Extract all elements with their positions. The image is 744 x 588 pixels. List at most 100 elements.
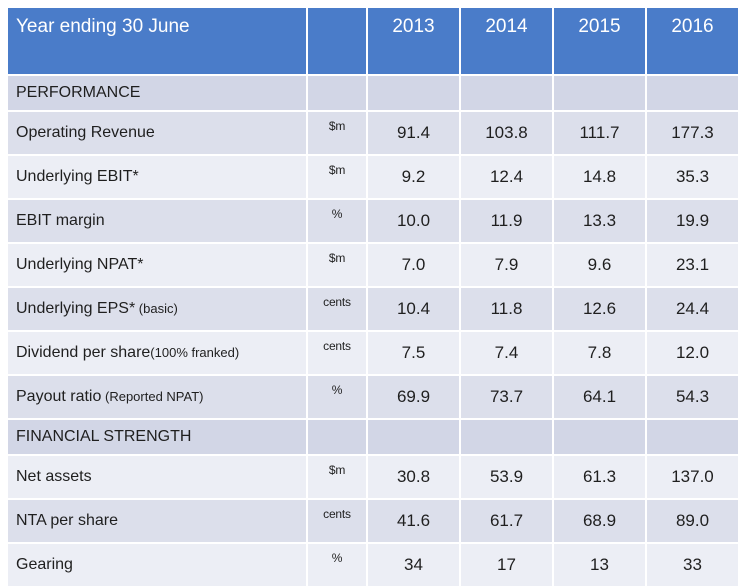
section-empty-cell (306, 74, 368, 112)
row-value-2014: 53.9 (459, 454, 554, 500)
row-value-2016: 35.3 (645, 154, 740, 200)
row-value-2016: 12.0 (645, 330, 740, 376)
row-label: Operating Revenue (16, 124, 155, 141)
row-value-2013: 10.4 (366, 286, 461, 332)
row-value-2016: 33 (645, 542, 740, 588)
row-value-2014: 12.4 (459, 154, 554, 200)
row-value-2016: 54.3 (645, 374, 740, 420)
table-row: Underlying NPAT* $m 7.0 7.9 9.6 23.1 (6, 242, 740, 288)
row-unit: $m (306, 242, 368, 288)
row-value-2014: 11.8 (459, 286, 554, 332)
row-label-cell: Operating Revenue (6, 110, 308, 156)
table-row: Operating Revenue $m 91.4 103.8 111.7 177.3 (6, 110, 740, 156)
section-title: FINANCIAL STRENGTH (6, 418, 308, 456)
row-unit: $m (306, 110, 368, 156)
financial-summary-table-container: Year ending 30 June 2013 2014 2015 2016 … (6, 6, 740, 588)
row-value-2014: 103.8 (459, 110, 554, 156)
row-value-2016: 23.1 (645, 242, 740, 288)
section-empty-cell (645, 74, 740, 112)
header-year-2013: 2013 (366, 6, 461, 76)
section-empty-cell (366, 418, 461, 456)
section-header-row: FINANCIAL STRENGTH (6, 418, 740, 456)
section-empty-cell (366, 74, 461, 112)
row-label: Underlying NPAT* (16, 256, 144, 273)
row-value-2016: 137.0 (645, 454, 740, 500)
row-value-2014: 17 (459, 542, 554, 588)
section-empty-cell (459, 418, 554, 456)
row-value-2013: 7.5 (366, 330, 461, 376)
row-unit: % (306, 542, 368, 588)
section-header-row: PERFORMANCE (6, 74, 740, 112)
row-unit: cents (306, 286, 368, 332)
row-value-2015: 111.7 (552, 110, 647, 156)
row-value-2013: 10.0 (366, 198, 461, 244)
header-title: Year ending 30 June (6, 6, 308, 76)
row-label: Net assets (16, 468, 92, 485)
row-label-cell: Underlying EPS* (basic) (6, 286, 308, 332)
section-empty-cell (645, 418, 740, 456)
row-value-2015: 12.6 (552, 286, 647, 332)
row-label-cell: Underlying EBIT* (6, 154, 308, 200)
section-empty-cell (552, 74, 647, 112)
row-label: Underlying EBIT* (16, 168, 139, 185)
row-unit: $m (306, 154, 368, 200)
table-row: Underlying EPS* (basic) cents 10.4 11.8 12.6… (6, 286, 740, 332)
row-label-cell: EBIT margin (6, 198, 308, 244)
row-label-note: (100% franked) (150, 345, 240, 360)
row-unit: cents (306, 498, 368, 544)
row-label: Dividend per share (16, 344, 151, 361)
row-label-note: (basic) (135, 301, 178, 316)
row-value-2015: 13.3 (552, 198, 647, 244)
row-label-cell: Dividend per share(100% franked) (6, 330, 308, 376)
row-unit: % (306, 374, 368, 420)
row-label-cell: Payout ratio (Reported NPAT) (6, 374, 308, 420)
row-value-2014: 7.4 (459, 330, 554, 376)
row-value-2015: 14.8 (552, 154, 647, 200)
row-unit: % (306, 198, 368, 244)
row-value-2015: 13 (552, 542, 647, 588)
row-label-cell: Underlying NPAT* (6, 242, 308, 288)
table-row: Dividend per share(100% franked) cents 7.5… (6, 330, 740, 376)
header-year-2014: 2014 (459, 6, 554, 76)
table-row: Gearing% 34 17 13 33 (6, 542, 740, 588)
row-value-2015: 9.6 (552, 242, 647, 288)
row-label-note: (Reported NPAT) (101, 389, 204, 404)
row-value-2014: 7.9 (459, 242, 554, 288)
section-empty-cell (306, 418, 368, 456)
row-value-2016: 24.4 (645, 286, 740, 332)
table-row: Net assets $m 30.8 53.9 61.3 137.0 (6, 454, 740, 500)
row-value-2013: 7.0 (366, 242, 461, 288)
row-label: Payout ratio (16, 388, 102, 405)
table-row: Payout ratio (Reported NPAT)% 69.9 73.7 64.… (6, 374, 740, 420)
section-empty-cell (459, 74, 554, 112)
row-value-2013: 41.6 (366, 498, 461, 544)
row-value-2013: 34 (366, 542, 461, 588)
row-label-cell: Gearing (6, 542, 308, 588)
row-value-2014: 11.9 (459, 198, 554, 244)
row-value-2016: 89.0 (645, 498, 740, 544)
header-unit-cell (306, 6, 368, 76)
row-value-2013: 9.2 (366, 154, 461, 200)
table-header-row: Year ending 30 June 2013 2014 2015 2016 (6, 6, 740, 76)
row-value-2013: 91.4 (366, 110, 461, 156)
row-value-2014: 73.7 (459, 374, 554, 420)
row-value-2015: 61.3 (552, 454, 647, 500)
row-value-2015: 64.1 (552, 374, 647, 420)
row-unit: cents (306, 330, 368, 376)
row-label-cell: NTA per share (6, 498, 308, 544)
financial-summary-table: Year ending 30 June 2013 2014 2015 2016 … (6, 6, 740, 588)
table-row: NTA per share cents 41.6 61.7 68.9 89.0 (6, 498, 740, 544)
row-label: Gearing (16, 556, 73, 573)
header-year-2016: 2016 (645, 6, 740, 76)
header-year-2015: 2015 (552, 6, 647, 76)
row-value-2015: 68.9 (552, 498, 647, 544)
row-value-2013: 30.8 (366, 454, 461, 500)
row-label: Underlying EPS* (16, 300, 136, 317)
row-label-cell: Net assets (6, 454, 308, 500)
table-row: EBIT margin% 10.0 11.9 13.3 19.9 (6, 198, 740, 244)
row-label: NTA per share (16, 512, 118, 529)
row-value-2016: 19.9 (645, 198, 740, 244)
section-title: PERFORMANCE (6, 74, 308, 112)
row-label: EBIT margin (16, 212, 105, 229)
row-value-2014: 61.7 (459, 498, 554, 544)
